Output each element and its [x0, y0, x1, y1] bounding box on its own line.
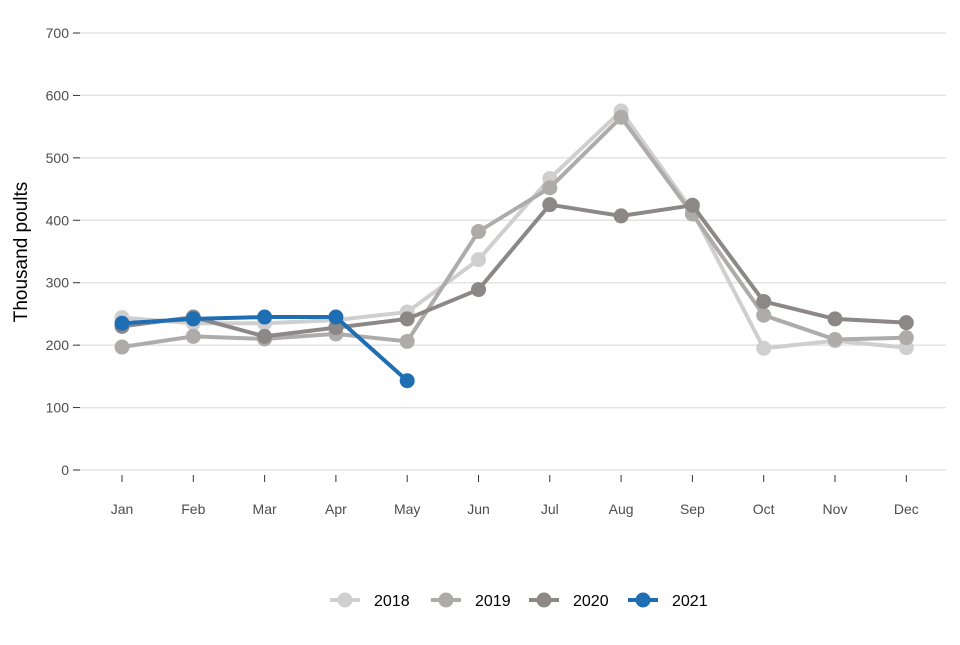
y-axis-label: Thousand poults: [11, 182, 32, 323]
x-tick-label: Aug: [609, 501, 634, 517]
legend-marker: [536, 592, 552, 608]
x-tick-label: Sep: [680, 501, 705, 517]
x-tick-label: Jun: [467, 501, 490, 517]
data-point: [399, 333, 415, 349]
y-axis: 0 100 200 300 400 500 600 700: [46, 25, 80, 478]
y-tick-label: 700: [46, 25, 70, 41]
data-point: [471, 252, 486, 268]
data-point: [328, 309, 344, 325]
series-2021: [114, 309, 415, 389]
legend-marker: [337, 592, 353, 608]
data-point: [257, 309, 273, 325]
series-lines: [114, 103, 914, 389]
x-tick-label: Dec: [894, 501, 919, 517]
x-tick-label: Apr: [325, 501, 347, 517]
data-point: [542, 180, 558, 196]
series-line-2019: [121, 115, 907, 349]
data-point: [114, 339, 130, 355]
data-point: [328, 320, 344, 336]
data-point: [185, 311, 201, 327]
x-tick-label: Jan: [111, 501, 134, 517]
legend-label: 2021: [672, 593, 708, 610]
x-tick-label: Nov: [823, 501, 848, 517]
data-point: [399, 373, 415, 389]
legend-item-2021: 2021: [628, 592, 708, 610]
legend-label: 2019: [475, 593, 511, 610]
x-tick-label: Oct: [753, 501, 775, 517]
data-point: [898, 330, 914, 346]
data-point: [471, 224, 486, 240]
series-line-2018: [121, 109, 907, 351]
x-tick-label: Mar: [253, 501, 277, 517]
data-point: [756, 307, 772, 323]
y-tick-label: 100: [46, 400, 70, 416]
data-point: [684, 197, 700, 213]
x-tick-label: Jul: [541, 501, 559, 517]
y-tick-label: 500: [46, 150, 70, 166]
x-axis: Jan Feb Mar Apr May Jun Jul Aug Sep Oct Nov Dec: [111, 475, 919, 517]
legend-marker: [438, 592, 454, 608]
legend-marker: [635, 592, 651, 608]
y-tick-label: 300: [46, 275, 70, 291]
legend: 2018 2019 2020 2021: [330, 592, 708, 610]
data-point: [114, 315, 130, 331]
legend-item-2019: 2019: [431, 592, 511, 610]
data-point: [257, 328, 273, 344]
x-tick-label: Feb: [181, 501, 205, 517]
data-point: [185, 328, 201, 344]
data-point: [542, 197, 558, 213]
data-point: [613, 109, 629, 125]
legend-label: 2020: [573, 593, 609, 610]
data-point: [827, 332, 843, 348]
y-tick-label: 0: [61, 462, 69, 478]
y-tick-label: 400: [46, 212, 70, 228]
data-point: [399, 311, 415, 327]
data-point: [613, 208, 629, 224]
x-tick-label: May: [394, 501, 420, 517]
series-2020: [114, 197, 914, 344]
data-point: [898, 315, 914, 331]
y-tick-label: 600: [46, 87, 70, 103]
legend-item-2018: 2018: [330, 592, 410, 610]
y-tick-label: 200: [46, 337, 70, 353]
legend-label: 2018: [374, 593, 410, 610]
data-point: [756, 340, 772, 356]
data-point: [827, 311, 843, 327]
legend-item-2020: 2020: [529, 592, 609, 610]
data-point: [756, 293, 772, 309]
series-line-2020: [121, 202, 907, 339]
data-point: [471, 282, 486, 298]
